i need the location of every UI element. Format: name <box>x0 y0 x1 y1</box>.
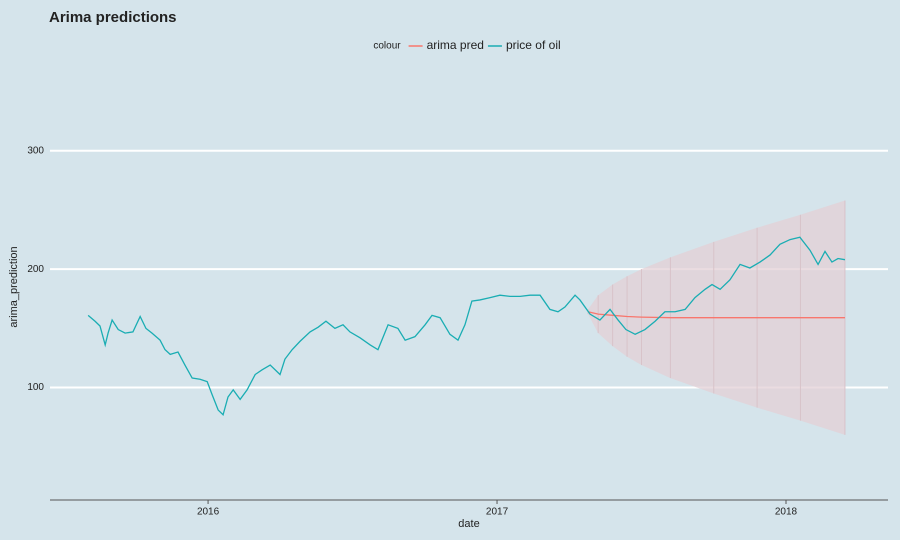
legend-label: arima pred <box>427 38 484 52</box>
legend-title: colour <box>373 41 401 52</box>
y-tick-label: 100 <box>27 382 44 393</box>
y-tick-label: 200 <box>27 264 44 275</box>
x-tick-label: 2016 <box>197 507 220 518</box>
x-axis-label: date <box>458 518 479 530</box>
x-tick-label: 2017 <box>486 507 509 518</box>
x-tick-label: 2018 <box>775 507 798 518</box>
y-tick-label: 300 <box>27 145 44 156</box>
chart-title: Arima predictions <box>49 9 177 26</box>
legend-label: price of oil <box>506 38 561 52</box>
y-axis-label: arima_prediction <box>8 246 20 327</box>
line-1 <box>87 236 846 416</box>
legend: colour arima pred price of oil <box>373 38 560 52</box>
